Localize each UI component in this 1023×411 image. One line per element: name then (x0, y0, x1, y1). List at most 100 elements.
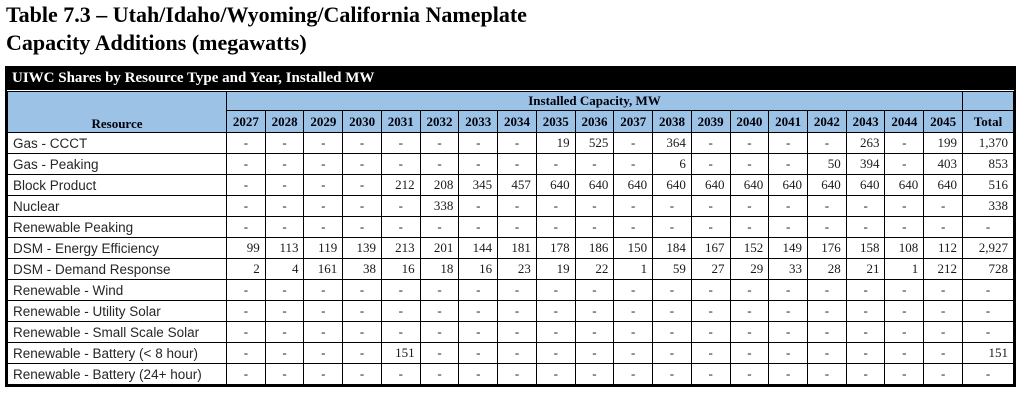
value-cell: - (574, 195, 615, 217)
table-row: Renewable - Wind - - - - - - - - - - - - - - - - - - - - (7, 279, 1014, 301)
value-cell: - (923, 300, 963, 322)
value-cell: - (768, 279, 809, 301)
value-cell: 364 (652, 132, 692, 154)
value-cell: - (807, 195, 847, 217)
value-cell: - (652, 279, 692, 301)
value-cell: - (419, 153, 460, 175)
value-cell: 176 (807, 237, 847, 259)
table-row: Renewable - Small Scale Solar - - - - - - - - - - -… (7, 321, 1014, 343)
value-cell: - (226, 174, 266, 196)
resource-label: DSM - Demand Response (7, 258, 227, 280)
value-cell: 139 (342, 237, 382, 259)
resource-label: Renewable Peaking (7, 216, 227, 238)
value-cell: 4 (264, 258, 305, 280)
table-row: Gas - CCCT - - - - - - - -19 525-364- - - -263-199 1,… (7, 132, 1014, 154)
value-cell: - (380, 321, 421, 343)
value-cell: 144 (458, 237, 499, 259)
value-cell: 23 (497, 258, 537, 280)
value-cell: - (729, 132, 770, 154)
value-cell: 640 (845, 174, 886, 196)
value-cell: - (303, 279, 344, 301)
value-cell: - (226, 363, 266, 385)
total-cell: - (962, 279, 1014, 301)
value-cell: - (497, 279, 537, 301)
value-cell: - (342, 279, 382, 301)
value-cell: 152 (729, 237, 770, 259)
resource-label: Gas - CCCT (7, 132, 227, 154)
value-cell: - (497, 363, 537, 385)
value-cell: - (690, 153, 731, 175)
value-cell: - (342, 321, 382, 343)
value-cell: - (458, 216, 499, 238)
total-column-header: Total (962, 110, 1014, 133)
value-cell: - (303, 321, 344, 343)
value-cell: - (574, 342, 615, 364)
value-cell: - (419, 363, 460, 385)
value-cell: - (768, 132, 809, 154)
value-cell: - (342, 342, 382, 364)
value-cell: - (690, 195, 731, 217)
resource-label: Renewable - Battery (< 8 hour) (7, 342, 227, 364)
value-cell: - (535, 279, 576, 301)
value-cell: - (729, 300, 770, 322)
value-cell: - (729, 153, 770, 175)
value-cell: - (264, 216, 305, 238)
value-cell: 345 (458, 174, 499, 196)
value-cell: 18 (419, 258, 460, 280)
value-cell: 19 (535, 258, 576, 280)
value-cell: - (884, 279, 925, 301)
value-cell: - (884, 216, 925, 238)
value-cell: 50 (807, 153, 847, 175)
value-cell: 19 (535, 132, 576, 154)
value-cell: - (419, 321, 460, 343)
total-cell: - (962, 363, 1014, 385)
year-header-2043: 2043 (845, 110, 886, 133)
table-title: Table 7.3 – Utah/Idaho/Wyoming/Californi… (6, 2, 527, 55)
value-cell: 1 (613, 258, 654, 280)
value-cell: - (419, 132, 460, 154)
value-cell: - (419, 216, 460, 238)
value-cell: 212 (923, 258, 963, 280)
resource-column-header: Resource (7, 91, 227, 133)
total-cell: 151 (962, 342, 1014, 364)
value-cell: - (535, 153, 576, 175)
year-header-2033: 2033 (458, 110, 499, 133)
value-cell: - (497, 300, 537, 322)
value-cell: - (574, 363, 615, 385)
capacity-span-row: Resource Installed Capacity, MW (7, 91, 1014, 133)
value-cell: 28 (807, 258, 847, 280)
value-cell: - (845, 195, 886, 217)
value-cell: - (884, 321, 925, 343)
value-cell: - (613, 321, 654, 343)
value-cell: - (807, 363, 847, 385)
value-cell: - (264, 132, 305, 154)
value-cell: - (342, 132, 382, 154)
value-cell: - (303, 174, 344, 196)
table-row: Block Product - - - -212 208 345 457 640 640 640 64… (7, 174, 1014, 196)
value-cell: - (613, 216, 654, 238)
value-cell: - (690, 132, 731, 154)
value-cell: - (497, 132, 537, 154)
value-cell: - (497, 321, 537, 343)
value-cell: - (613, 363, 654, 385)
value-cell: - (807, 279, 847, 301)
value-cell: - (574, 216, 615, 238)
value-cell: 201 (419, 237, 460, 259)
value-cell: 213 (380, 237, 421, 259)
table-row: Nuclear - - - - -338- - - - - - - - - - - - -338 (7, 195, 1014, 217)
resource-label: Block Product (7, 174, 227, 196)
value-cell: - (574, 279, 615, 301)
table-row: Renewable - Battery (24+ hour) - - - - - - - - - -… (7, 363, 1014, 385)
table-header-bar: UIWC Shares by Resource Type and Year, I… (7, 68, 1014, 91)
value-cell: - (729, 216, 770, 238)
value-cell: - (342, 216, 382, 238)
value-cell: - (884, 300, 925, 322)
value-cell: - (458, 342, 499, 364)
value-cell: - (690, 363, 731, 385)
resource-label: Nuclear (7, 195, 227, 217)
value-cell: - (380, 300, 421, 322)
value-cell: - (226, 279, 266, 301)
value-cell: - (768, 216, 809, 238)
total-cell: 338 (962, 195, 1014, 217)
